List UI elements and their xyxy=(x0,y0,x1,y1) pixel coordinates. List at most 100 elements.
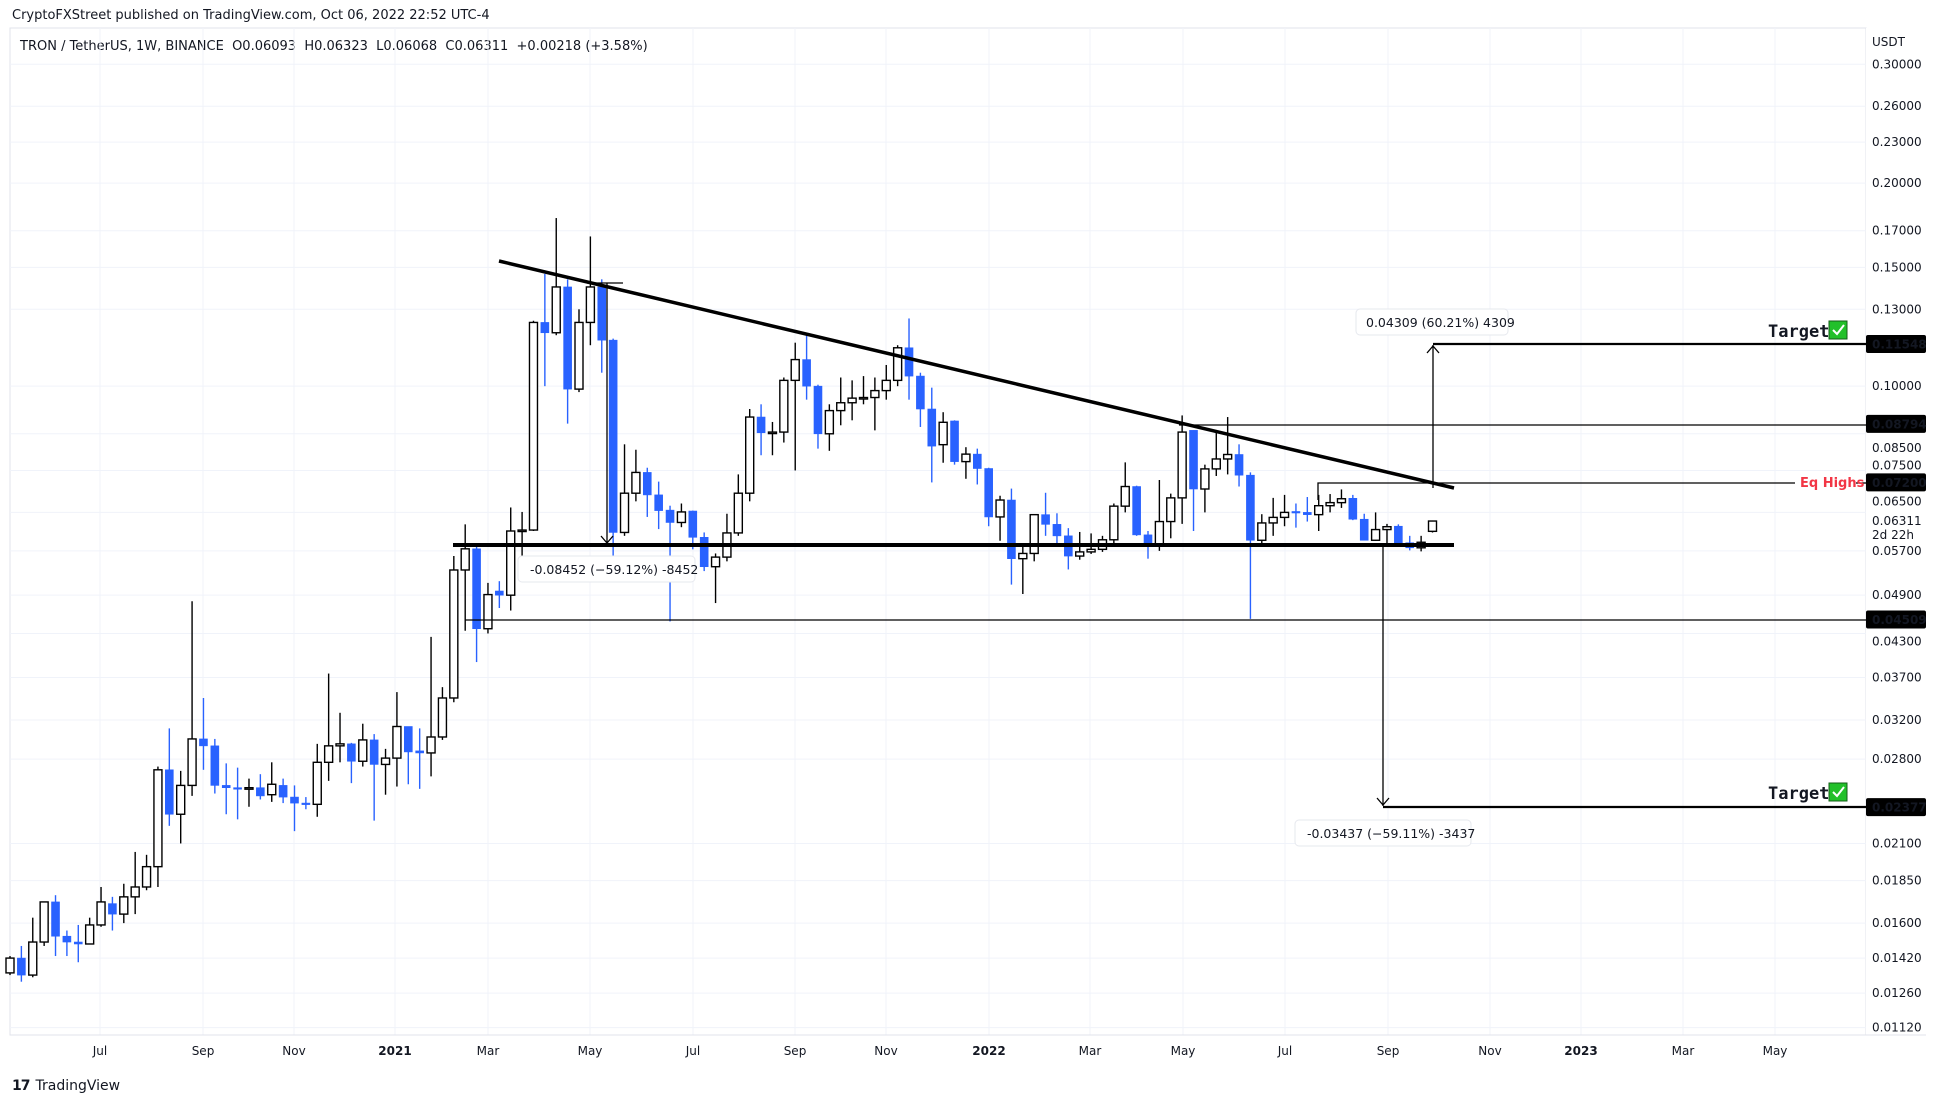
candle-up xyxy=(619,444,630,536)
candle-body xyxy=(756,416,766,434)
candle-up xyxy=(836,377,846,426)
x-tick-label: Nov xyxy=(1478,1044,1501,1058)
price-level-text: 0.02377 xyxy=(1872,801,1927,815)
candle-up xyxy=(426,636,436,777)
up-measure-box: 0.04309 (60.21%) 4309 xyxy=(1355,308,1515,336)
descending-trendline[interactable] xyxy=(498,259,1455,490)
candle-down xyxy=(1348,494,1358,521)
x-tick-label: Nov xyxy=(874,1044,897,1058)
tradingview-logo-icon: 17 xyxy=(12,1078,31,1094)
candle-body xyxy=(506,530,516,596)
candle-body xyxy=(175,784,186,815)
ohlc-low: L0.06068 xyxy=(376,39,438,54)
eq-highs-line[interactable] xyxy=(1317,482,1795,500)
candle-body xyxy=(1394,525,1403,544)
candle-body xyxy=(1120,485,1130,507)
x-tick-label: 2021 xyxy=(378,1044,411,1058)
candle-body xyxy=(483,593,493,630)
y-tick-label: 0.08500 xyxy=(1872,441,1922,455)
candle-body xyxy=(1007,499,1016,559)
candle-body xyxy=(950,420,959,462)
candle-body xyxy=(540,322,550,334)
candle-body xyxy=(870,389,880,399)
candle-body xyxy=(597,286,607,341)
x-tick-label: Mar xyxy=(1672,1044,1695,1058)
candle-body xyxy=(1336,498,1347,504)
candle-down xyxy=(51,895,60,957)
candle-up xyxy=(710,553,721,604)
candle-down xyxy=(1394,524,1403,544)
candle-body xyxy=(790,358,800,382)
candle-up xyxy=(790,342,800,471)
candle-body xyxy=(1325,501,1335,507)
x-tick-label: Sep xyxy=(1377,1044,1400,1058)
candle-down xyxy=(916,372,925,427)
candle-body xyxy=(472,548,481,630)
candle-body xyxy=(1303,512,1312,515)
candle-down xyxy=(210,738,220,794)
candle-body xyxy=(1052,524,1062,537)
grid xyxy=(10,28,1866,1035)
x-tick-label: May xyxy=(578,1044,603,1058)
y-tick-label: 0.01600 xyxy=(1872,916,1922,930)
candle-body xyxy=(392,725,402,759)
y-tick-label: 0.02100 xyxy=(1872,836,1922,850)
candle-body xyxy=(927,408,937,447)
x-tick-label: Jul xyxy=(1277,1044,1292,1058)
candle-body xyxy=(1132,486,1141,536)
candle-down xyxy=(108,896,117,931)
symbol-name[interactable]: TRON / TetherUS, 1W, BINANCE xyxy=(20,39,224,54)
candle-down xyxy=(17,945,26,982)
candle-body xyxy=(892,347,903,382)
candle-up xyxy=(5,956,15,976)
candle-up xyxy=(1313,494,1324,531)
candle-up xyxy=(676,503,687,528)
candle-body xyxy=(290,796,299,804)
y-tick-label: 0.15000 xyxy=(1872,260,1922,274)
candle-down xyxy=(403,726,413,785)
x-tick-label: Jul xyxy=(92,1044,107,1058)
ohlc-close: C0.06311 xyxy=(445,39,509,54)
candle-body xyxy=(221,785,231,789)
up-measure-text: 0.04309 (60.21%) 4309 xyxy=(1366,315,1515,330)
candle-up xyxy=(1370,512,1381,541)
candle-up xyxy=(244,778,254,807)
candle-down xyxy=(1052,513,1062,546)
candle-body xyxy=(267,783,277,796)
candle-body xyxy=(824,409,835,435)
candle-body xyxy=(517,529,527,533)
candle-body xyxy=(1109,505,1119,541)
candle-down xyxy=(1132,485,1141,536)
candle-down xyxy=(802,332,811,400)
candle-body xyxy=(836,402,846,412)
symbol-legend: TRON / TetherUS, 1W, BINANCE O0.06093 H0… xyxy=(20,39,648,54)
candle-up xyxy=(847,380,857,421)
candle-body xyxy=(187,738,197,787)
candle-down xyxy=(984,467,993,527)
candle-up xyxy=(779,377,789,443)
tradingview-brand[interactable]: TradingView xyxy=(35,1078,121,1094)
x-tick-label: Mar xyxy=(477,1044,500,1058)
candle-up xyxy=(881,364,891,400)
candle-body xyxy=(585,286,596,324)
candle-up xyxy=(631,449,641,502)
time-axis[interactable]: Jul Sep Nov 2021 Mar May Jul Sep Nov 2022 Mar May Ju… xyxy=(10,1034,1926,1058)
candle-body xyxy=(1143,534,1153,545)
candle-body xyxy=(108,903,117,915)
candle-body xyxy=(358,739,368,762)
arrow-down-icon xyxy=(1376,797,1390,806)
candle-down xyxy=(756,404,766,456)
candle-down xyxy=(950,420,959,465)
candle-body xyxy=(1382,526,1392,531)
candle-body xyxy=(779,379,789,433)
down-measure-text: -0.03437 (−59.11%) -3437 xyxy=(1307,826,1475,841)
x-tick-label: 2022 xyxy=(972,1044,1005,1058)
candle-body xyxy=(972,453,982,469)
price-axis[interactable]: USDT 0.30000 0.26000 0.23000 0.20000 0.17000… xyxy=(1866,28,1927,1035)
candle-up xyxy=(1325,494,1335,513)
candle-body xyxy=(858,396,869,400)
candle-up xyxy=(1120,462,1130,513)
price-level-label: 0.02377 xyxy=(1866,798,1927,817)
candle-body xyxy=(1279,511,1290,519)
